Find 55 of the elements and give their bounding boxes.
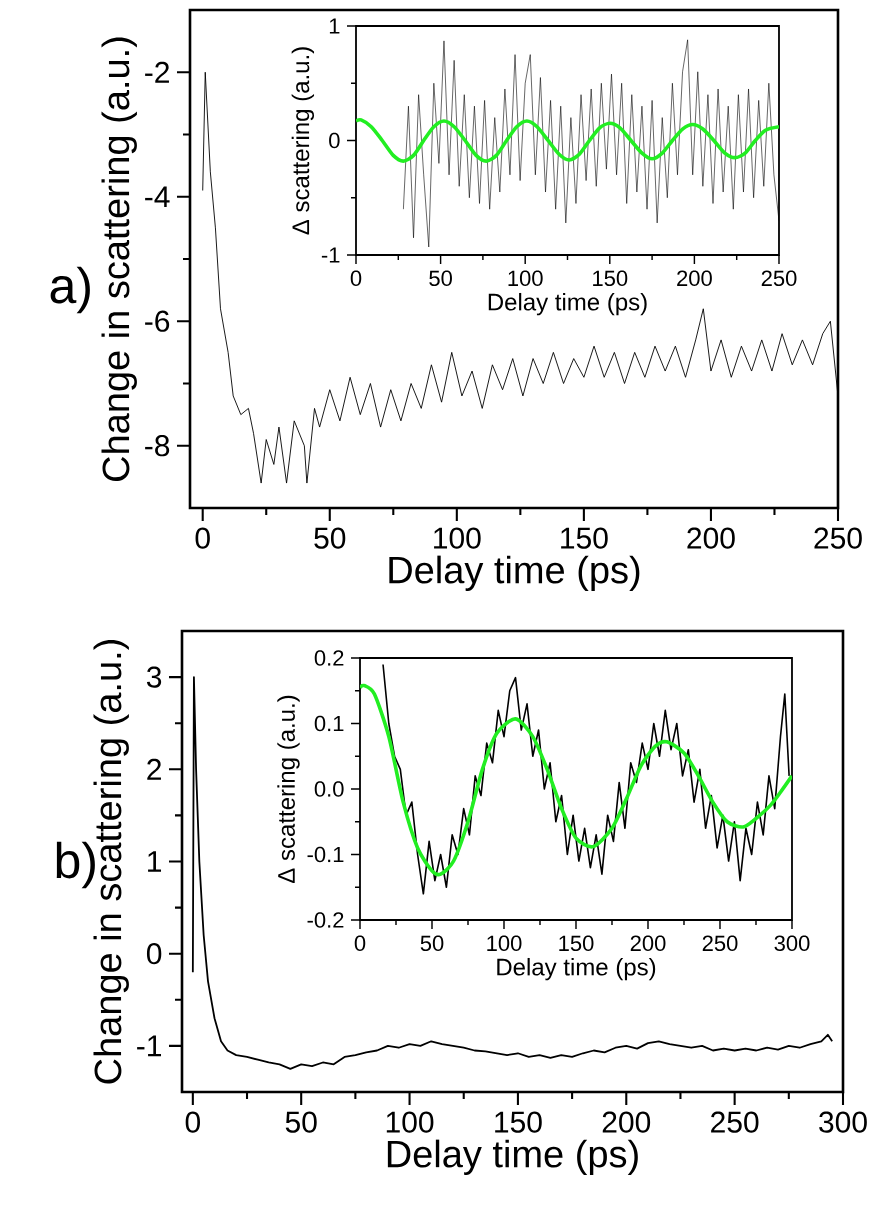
y-tick-label: -4	[145, 186, 170, 208]
y-tick-label: 3	[146, 666, 162, 688]
line-series	[360, 683, 792, 876]
line-series	[356, 118, 779, 163]
y-tick-label: 1	[148, 851, 162, 872]
x-tick-label: 150	[593, 270, 628, 287]
x-tick-label: 250	[761, 270, 797, 287]
y-axis-title: Δ scattering (a.u.)	[291, 47, 315, 235]
x-tick-label: 100	[386, 1111, 434, 1133]
x-tick-label: 0	[185, 1111, 200, 1133]
y-tick-label: -1	[321, 247, 340, 263]
x-axis-title: Delay time (ps)	[389, 555, 640, 592]
y-axis-title: Change in scattering (a.u.)	[93, 640, 129, 1084]
x-axis-title: Delay time (ps)	[488, 292, 647, 316]
x-axis-title: Delay time (ps)	[387, 1139, 638, 1176]
x-tick-label: 250	[814, 527, 862, 549]
y-tick-label: 0.1	[314, 715, 344, 732]
x-tick-label: 100	[508, 270, 543, 287]
text: b)	[56, 841, 95, 889]
line-series	[382, 663, 790, 895]
y-tick-label: -1	[137, 1035, 162, 1057]
y-tick-label: -0.2	[307, 912, 344, 928]
x-tick-label: 200	[677, 270, 712, 287]
y-axis-title: Change in scattering (a.u.)	[101, 37, 137, 481]
x-tick-label: 250	[711, 1111, 759, 1133]
y-tick-label: 0.0	[314, 781, 344, 797]
text: a)	[50, 266, 90, 314]
y-axis-title: Δ scattering (a.u.)	[277, 695, 300, 883]
x-axis-title: Delay time (ps)	[497, 957, 656, 981]
x-tick-label: 150	[495, 1111, 542, 1133]
y-tick-label: -0.1	[307, 846, 344, 863]
x-tick-label: 50	[314, 527, 346, 549]
x-tick-label: 50	[429, 270, 452, 287]
x-tick-label: 150	[559, 935, 594, 952]
x-tick-label: 300	[819, 1111, 867, 1133]
x-tick-label: 200	[687, 527, 735, 549]
x-tick-label: 50	[420, 935, 444, 952]
y-tick-label: -2	[145, 61, 169, 83]
y-tick-label: 2	[147, 758, 161, 780]
y-tick-label: -8	[145, 435, 170, 457]
x-tick-label: 200	[630, 935, 666, 952]
x-tick-label: 150	[561, 527, 608, 549]
x-tick-label: 200	[602, 1111, 651, 1133]
x-tick-label: 100	[434, 527, 481, 549]
y-tick-label: 0	[329, 132, 340, 149]
x-tick-label: 0	[195, 527, 210, 549]
x-tick-label: 50	[285, 1111, 317, 1133]
x-tick-label: 0	[354, 935, 366, 952]
y-tick-label: 1	[329, 18, 340, 34]
y-tick-label: 0.2	[314, 650, 344, 666]
y-tick-label: -6	[145, 310, 170, 332]
x-tick-label: 100	[487, 935, 522, 952]
x-tick-label: 0	[350, 270, 362, 287]
x-tick-label: 250	[702, 935, 738, 952]
x-tick-label: 300	[774, 935, 810, 952]
